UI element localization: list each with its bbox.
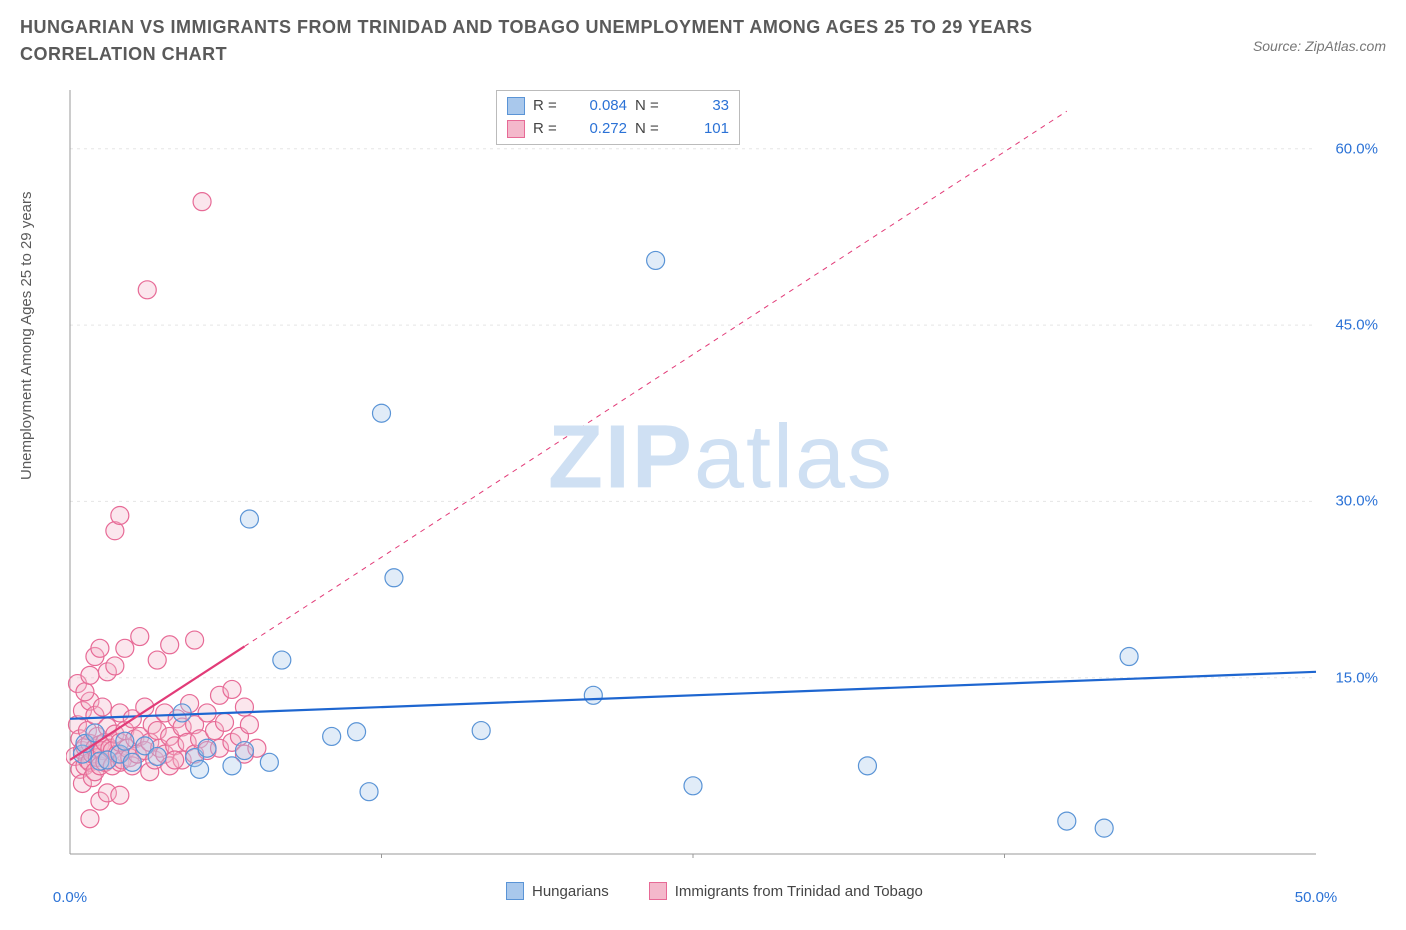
legend-stats-row: R = 0.272 N = 101 bbox=[507, 118, 729, 141]
legend-item: Immigrants from Trinidad and Tobago bbox=[649, 882, 923, 900]
chart-header: HUNGARIAN VS IMMIGRANTS FROM TRINIDAD AN… bbox=[0, 0, 1406, 68]
legend-swatch-pink bbox=[649, 882, 667, 900]
x-tick-label: 50.0% bbox=[1295, 889, 1338, 906]
y-axis-label: Unemployment Among Ages 25 to 29 years bbox=[18, 191, 35, 480]
legend-label: Immigrants from Trinidad and Tobago bbox=[675, 883, 923, 900]
source-label: Source: ZipAtlas.com bbox=[1253, 38, 1386, 54]
y-tick-label: 60.0% bbox=[1335, 140, 1378, 157]
legend-stats-row: R = 0.084 N = 33 bbox=[507, 95, 729, 118]
legend-label: Hungarians bbox=[532, 883, 609, 900]
legend-swatch-blue bbox=[507, 97, 525, 115]
y-tick-label: 45.0% bbox=[1335, 317, 1378, 334]
chart-title: HUNGARIAN VS IMMIGRANTS FROM TRINIDAD AN… bbox=[20, 14, 1120, 68]
scatter-plot bbox=[66, 88, 1376, 858]
y-tick-label: 15.0% bbox=[1335, 669, 1378, 686]
legend-swatch-blue bbox=[506, 882, 524, 900]
legend-stats: R = 0.084 N = 33 R = 0.272 N = 101 bbox=[496, 90, 740, 145]
chart-area: ZIPatlas R = 0.084 N = 33 R = 0.272 N = … bbox=[66, 88, 1376, 858]
legend-item: Hungarians bbox=[506, 882, 609, 900]
y-tick-label: 30.0% bbox=[1335, 493, 1378, 510]
legend-swatch-pink bbox=[507, 120, 525, 138]
x-tick-label: 0.0% bbox=[53, 889, 87, 906]
legend-series: Hungarians Immigrants from Trinidad and … bbox=[506, 882, 923, 900]
